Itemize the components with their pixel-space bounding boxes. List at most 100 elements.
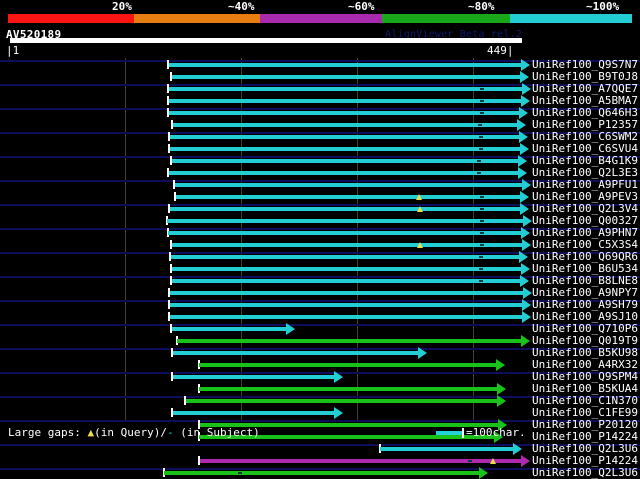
hit-bar[interactable] — [199, 435, 494, 439]
hit-label[interactable]: UniRef100_Q69QR6 — [532, 250, 638, 263]
hit-label[interactable]: UniRef100_B4G1K9 — [532, 154, 638, 167]
hit-label[interactable]: UniRef100_Q710P6 — [532, 322, 638, 335]
hit-bar[interactable] — [169, 111, 519, 115]
hit-row[interactable]: UniRef100_Q9S7N7 — [0, 59, 640, 71]
hit-label[interactable]: UniRef100_Q2L3U6 — [532, 466, 638, 479]
hit-bar[interactable] — [170, 147, 520, 151]
hit-label[interactable]: UniRef100_Q2L3U6 — [532, 442, 638, 455]
hit-bar[interactable] — [380, 447, 513, 451]
hit-row[interactable]: UniRef100_A9PHN7 — [0, 227, 640, 239]
hit-label[interactable]: UniRef100_C5X3S4 — [532, 238, 638, 251]
hit-bar[interactable] — [176, 195, 520, 199]
hit-bar[interactable] — [170, 303, 522, 307]
hit-row[interactable]: UniRef100_A5BMA7 — [0, 95, 640, 107]
hit-label[interactable]: UniRef100_P14224 — [532, 454, 638, 467]
hit-bar[interactable] — [173, 351, 418, 355]
hit-row[interactable]: UniRef100_A4RX32 — [0, 359, 640, 371]
hit-row[interactable]: UniRef100_A9NPY7 — [0, 287, 640, 299]
hit-label[interactable]: UniRef100_A7QQE7 — [532, 82, 638, 95]
hit-bar[interactable] — [173, 375, 334, 379]
hit-label[interactable]: UniRef100_Q9S7N7 — [532, 58, 638, 71]
hit-bar[interactable] — [175, 183, 522, 187]
hit-row[interactable]: UniRef100_Q2L3U6 — [0, 467, 640, 479]
hit-bar[interactable] — [170, 207, 520, 211]
hit-label[interactable]: UniRef100_C6SWM2 — [532, 130, 638, 143]
hit-row[interactable]: UniRef100_B5KUA4 — [0, 383, 640, 395]
hit-bar[interactable] — [170, 135, 519, 139]
hit-label[interactable]: UniRef100_P14224 — [532, 430, 638, 443]
hit-bar[interactable] — [168, 231, 521, 235]
hit-label[interactable]: UniRef100_B5KU98 — [532, 346, 638, 359]
hit-bar[interactable] — [172, 75, 520, 79]
hit-label[interactable]: UniRef100_Q00327 — [532, 214, 638, 227]
hit-bar[interactable] — [199, 363, 496, 367]
hit-bar[interactable] — [164, 471, 479, 475]
hit-bar[interactable] — [172, 243, 522, 247]
hit-label[interactable]: UniRef100_Q9SPM4 — [532, 370, 638, 383]
hit-bar[interactable] — [172, 279, 520, 283]
hit-bar[interactable] — [200, 459, 521, 463]
hit-bar[interactable] — [171, 255, 519, 259]
hit-label[interactable]: UniRef100_Q2L3E3 — [532, 166, 638, 179]
hit-row[interactable]: UniRef100_B6U534 — [0, 263, 640, 275]
hit-label[interactable]: UniRef100_A9PEV3 — [532, 190, 638, 203]
hit-row[interactable]: UniRef100_P20120 — [0, 419, 640, 431]
hit-label[interactable]: UniRef100_A9PFU1 — [532, 178, 638, 191]
hit-row[interactable]: UniRef100_Q710P6 — [0, 323, 640, 335]
hit-row[interactable]: UniRef100_P14224 — [0, 431, 640, 443]
hit-row[interactable]: UniRef100_Q2L3E3 — [0, 167, 640, 179]
hit-row[interactable]: UniRef100_A9PEV3 — [0, 191, 640, 203]
hit-row[interactable]: UniRef100_Q019T9 — [0, 335, 640, 347]
hit-row[interactable]: UniRef100_C1N370 — [0, 395, 640, 407]
hit-bar[interactable] — [170, 315, 522, 319]
hit-row[interactable]: UniRef100_Q9SPM4 — [0, 371, 640, 383]
hit-label[interactable]: UniRef100_C1FE99 — [532, 406, 638, 419]
hit-bar[interactable] — [169, 99, 521, 103]
hit-label[interactable]: UniRef100_Q2L3V4 — [532, 202, 638, 215]
hit-label[interactable]: UniRef100_A9PHN7 — [532, 226, 638, 239]
hit-row[interactable]: UniRef100_B5KU98 — [0, 347, 640, 359]
hit-label[interactable]: UniRef100_A9SH79 — [532, 298, 638, 311]
hit-bar[interactable] — [169, 63, 521, 67]
hit-bar[interactable] — [200, 423, 498, 427]
hit-row[interactable]: UniRef100_C1FE99 — [0, 407, 640, 419]
hit-row[interactable]: UniRef100_B4G1K9 — [0, 155, 640, 167]
hit-bar[interactable] — [186, 399, 497, 403]
hit-label[interactable]: UniRef100_B5KUA4 — [532, 382, 638, 395]
hit-bar[interactable] — [169, 171, 518, 175]
hit-label[interactable]: UniRef100_P12357 — [532, 118, 638, 131]
hit-label[interactable]: UniRef100_A5BMA7 — [532, 94, 638, 107]
hit-label[interactable]: UniRef100_P20120 — [532, 418, 638, 431]
hit-label[interactable]: UniRef100_Q646H3 — [532, 106, 638, 119]
hit-row[interactable]: UniRef100_Q2L3U6 — [0, 443, 640, 455]
hit-row[interactable]: UniRef100_C6SWM2 — [0, 131, 640, 143]
hit-bar[interactable] — [177, 339, 521, 343]
hit-row[interactable]: UniRef100_A9SJ10 — [0, 311, 640, 323]
hit-label[interactable]: UniRef100_Q019T9 — [532, 334, 638, 347]
hit-row[interactable]: UniRef100_A9SH79 — [0, 299, 640, 311]
hit-bar[interactable] — [167, 219, 523, 223]
hit-bar[interactable] — [173, 123, 517, 127]
hit-bar[interactable] — [199, 387, 497, 391]
hit-bar[interactable] — [172, 159, 518, 163]
hit-row[interactable]: UniRef100_A7QQE7 — [0, 83, 640, 95]
hit-label[interactable]: UniRef100_A4RX32 — [532, 358, 638, 371]
hit-label[interactable]: UniRef100_A9SJ10 — [532, 310, 638, 323]
hit-row[interactable]: UniRef100_C5X3S4 — [0, 239, 640, 251]
hit-label[interactable]: UniRef100_B9T0J8 — [532, 70, 638, 83]
hit-bar[interactable] — [172, 267, 521, 271]
hit-row[interactable]: UniRef100_Q00327 — [0, 215, 640, 227]
hit-row[interactable]: UniRef100_B8LNE8 — [0, 275, 640, 287]
hit-row[interactable]: UniRef100_P14224 — [0, 455, 640, 467]
hit-bar[interactable] — [172, 327, 286, 331]
hit-row[interactable]: UniRef100_A9PFU1 — [0, 179, 640, 191]
hit-label[interactable]: UniRef100_B8LNE8 — [532, 274, 638, 287]
hit-row[interactable]: UniRef100_Q69QR6 — [0, 251, 640, 263]
hit-row[interactable]: UniRef100_Q646H3 — [0, 107, 640, 119]
hit-bar[interactable] — [169, 87, 522, 91]
hit-label[interactable]: UniRef100_C1N370 — [532, 394, 638, 407]
hit-label[interactable]: UniRef100_C6SVU4 — [532, 142, 638, 155]
hit-row[interactable]: UniRef100_B9T0J8 — [0, 71, 640, 83]
hit-label[interactable]: UniRef100_A9NPY7 — [532, 286, 638, 299]
hit-row[interactable]: UniRef100_C6SVU4 — [0, 143, 640, 155]
